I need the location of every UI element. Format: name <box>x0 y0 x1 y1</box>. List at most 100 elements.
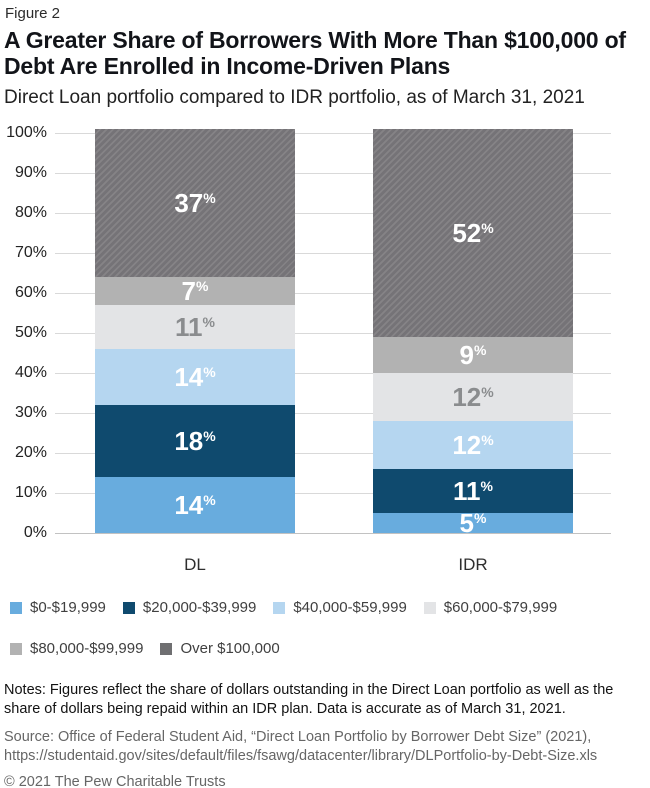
legend-item-over-100-000: Over $100,000 <box>160 640 280 657</box>
legend-swatch-icon <box>10 601 22 614</box>
notes-text: Notes: Figures reflect the share of doll… <box>4 682 614 717</box>
segment-dl--40-000-59-999: 14% <box>95 349 295 405</box>
gridline-10 <box>55 493 611 494</box>
y-axis-tick-label: 10% <box>14 484 47 501</box>
legend-row-2: $80,000-$99,999 Over $100,000 <box>10 640 650 657</box>
legend-item--80-000-99-999: $80,000-$99,999 <box>10 640 143 657</box>
y-axis-tick-label: 30% <box>14 404 47 421</box>
y-axis-tick-label: 40% <box>14 364 47 381</box>
segment-dl--80-000-99-999: 7% <box>95 277 295 305</box>
figure-label: Figure 2 <box>5 5 61 22</box>
segment-dl--60-000-79-999: 11% <box>95 305 295 349</box>
y-axis-tick-label: 90% <box>14 164 47 181</box>
segment-idr--60-000-79-999: 12% <box>373 373 573 421</box>
segment-dl--20-000-39-999: 18% <box>95 405 295 477</box>
segment-value-label: 12% <box>452 432 493 458</box>
chart-title-line-2: Debt Are Enrolled in Income-Driven Plans <box>4 53 451 79</box>
segment-value-number: 37 <box>174 188 204 218</box>
legend-item--40-000-59-999: $40,000-$59,999 <box>273 599 407 616</box>
legend-label: $80,000-$99,999 <box>30 640 144 657</box>
segment-value-number: 14 <box>174 490 204 520</box>
x-axis-label-idr: IDR <box>458 555 488 574</box>
chart-legend: $0-$19,999 $20,000-$39,999 $40,000-$59,999… <box>10 599 650 657</box>
segment-value-label: 7% <box>182 278 209 304</box>
segment-value-percent-sign: % <box>480 478 493 494</box>
y-axis-tick-label: 70% <box>14 244 47 261</box>
legend-item--20-000-39-999: $20,000-$39,999 <box>122 599 257 616</box>
segment-value-label: 12% <box>452 384 493 410</box>
segment-value-percent-sign: % <box>474 510 487 526</box>
segment-value-percent-sign: % <box>481 432 494 448</box>
segment-value-number: 12 <box>452 430 482 460</box>
segment-value-number: 14 <box>174 362 204 392</box>
legend-label: $0-$19,999 <box>30 599 106 616</box>
segment-value-label: 11% <box>175 314 215 340</box>
bar-dl: 37% 7% 11% 14% 18% 14% <box>95 129 295 533</box>
segment-value-percent-sign: % <box>196 278 209 294</box>
legend-swatch-icon <box>122 601 135 614</box>
legend-item--0-19-999: $0-$19,999 <box>10 599 106 616</box>
segment-dl-over-100-000: 37% <box>95 129 295 277</box>
segment-value-label: 9% <box>460 342 487 368</box>
gridline-50 <box>55 333 611 334</box>
segment-dl--0-19-999: 14% <box>95 477 295 533</box>
segment-value-number: 7 <box>181 276 196 306</box>
segment-value-number: 11 <box>175 312 203 342</box>
copyright-text: © 2021 The Pew Charitable Trusts <box>4 774 226 788</box>
y-axis-tick-label: 100% <box>6 124 47 141</box>
segment-value-label: 37% <box>174 190 215 216</box>
legend-label: $40,000-$59,999 <box>293 599 407 616</box>
x-axis-label-dl: DL <box>184 555 206 574</box>
gridline-70 <box>55 253 611 254</box>
segment-value-percent-sign: % <box>474 342 487 358</box>
segment-value-percent-sign: % <box>203 190 216 206</box>
segment-value-number: 11 <box>453 476 481 506</box>
gridline-60 <box>55 293 611 294</box>
segment-idr-over-100-000: 52% <box>373 129 573 337</box>
gridline-40 <box>55 373 611 374</box>
segment-idr--0-19-999: 5% <box>373 510 573 536</box>
y-axis-tick-label: 20% <box>14 444 47 461</box>
segment-value-label: 5% <box>460 510 487 536</box>
gridline-100 <box>55 133 611 134</box>
legend-label: Over $100,000 <box>180 640 280 657</box>
legend-swatch-icon <box>423 601 436 614</box>
segment-value-number: 5 <box>459 508 474 538</box>
segment-value-percent-sign: % <box>203 428 216 444</box>
segment-value-percent-sign: % <box>203 492 216 508</box>
stacked-bar-chart: 0% 10% 20% 30% 40% 50% 60% 70% 80% 90% 100% 37% 7% 11… <box>0 121 650 589</box>
y-axis-tick-label: 0% <box>23 524 47 541</box>
gridline-0 <box>55 533 611 534</box>
source-text: Source: Office of Federal Student Aid, “… <box>4 729 598 764</box>
gridline-90 <box>55 173 611 174</box>
segment-value-label: 52% <box>452 220 493 246</box>
segment-value-percent-sign: % <box>481 384 494 400</box>
bar-idr: 52% 9% 12% 12% 11% 5% <box>373 129 573 536</box>
chart-title: A Greater Share of Borrowers With More T… <box>4 27 650 79</box>
segment-value-percent-sign: % <box>481 220 494 236</box>
segment-value-number: 12 <box>452 382 482 412</box>
y-axis-tick-label: 50% <box>14 324 47 341</box>
segment-value-number: 52 <box>452 218 482 248</box>
segment-value-number: 9 <box>459 340 474 370</box>
y-axis-tick-label: 60% <box>14 284 47 301</box>
legend-item--60-000-79-999: $60,000-$79,999 <box>423 599 557 616</box>
segment-value-percent-sign: % <box>203 364 216 380</box>
segment-value-label: 11% <box>453 478 493 504</box>
legend-swatch-icon <box>273 601 286 614</box>
legend-swatch-icon <box>10 642 22 655</box>
gridline-20 <box>55 453 611 454</box>
segment-idr--20-000-39-999: 11% <box>373 469 573 513</box>
gridline-80 <box>55 213 611 214</box>
chart-subtitle: Direct Loan portfolio compared to IDR po… <box>4 87 585 108</box>
legend-swatch-icon <box>160 642 173 655</box>
segment-value-number: 18 <box>174 426 204 456</box>
legend-label: $20,000-$39,999 <box>142 599 257 616</box>
gridline-30 <box>55 413 611 414</box>
segment-value-label: 14% <box>174 364 215 390</box>
segment-idr--40-000-59-999: 12% <box>373 421 573 469</box>
segment-idr--80-000-99-999: 9% <box>373 337 573 373</box>
chart-title-line-1: A Greater Share of Borrowers With More T… <box>4 27 626 53</box>
segment-value-label: 14% <box>174 492 215 518</box>
